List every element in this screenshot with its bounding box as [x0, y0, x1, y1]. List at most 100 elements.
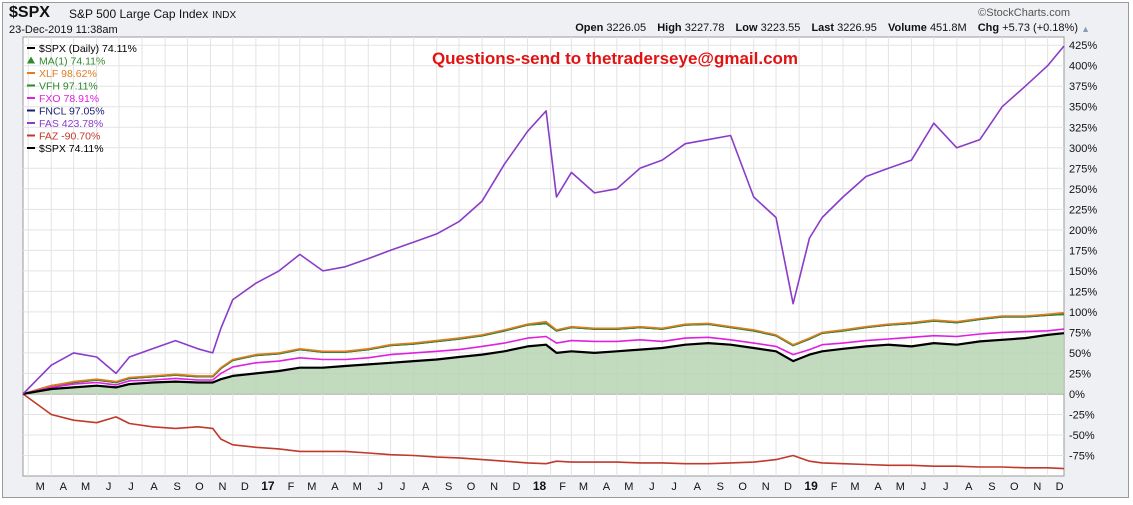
x-tick-label: A — [874, 481, 882, 493]
annotation-text: Questions-send to thetraderseye@gmail.co… — [432, 49, 798, 68]
y-tick-label: -50% — [1069, 430, 1095, 442]
high-value: 3227.78 — [684, 22, 725, 34]
y-tick-label: 25% — [1069, 368, 1091, 380]
y-tick-label: 225% — [1069, 204, 1097, 216]
x-tick-label: M — [36, 481, 45, 493]
x-tick-label: S — [717, 481, 724, 493]
x-tick-label: O — [738, 481, 747, 493]
y-tick-label: 75% — [1069, 327, 1091, 339]
y-tick-label: 375% — [1069, 81, 1097, 93]
x-tick-label: J — [649, 481, 655, 493]
x-tick-label: 19 — [804, 479, 818, 493]
y-tick-label: -75% — [1069, 450, 1095, 462]
legend-entry-vfh: VFH 97.11% — [39, 81, 98, 93]
index-name-text: S&P 500 Large Cap Index — [69, 7, 209, 21]
volume-value: 451.8M — [929, 22, 967, 34]
low-value: 3223.55 — [760, 22, 801, 34]
x-tick-label: D — [241, 481, 249, 493]
spx-area-fill — [23, 333, 1064, 394]
y-tick-label: 100% — [1069, 307, 1097, 319]
x-tick-label: A — [331, 481, 339, 493]
x-tick-label: J — [106, 481, 112, 493]
x-tick-label: A — [603, 481, 611, 493]
x-tick-label: N — [219, 481, 227, 493]
y-tick-label: 325% — [1069, 122, 1097, 134]
spx-area — [23, 333, 1064, 394]
x-tick-label: J — [671, 481, 677, 493]
x-tick-label: O — [1010, 481, 1019, 493]
legend-triangle-icon — [27, 56, 35, 64]
exchange: INDX — [212, 10, 237, 21]
legend-entry-spx2: $SPX 74.11% — [39, 143, 104, 155]
legend-entry-spx: $SPX (Daily) 74.11% — [39, 43, 137, 55]
legend-entry-faz: FAZ -90.70% — [39, 131, 100, 143]
x-tick-label: J — [128, 481, 134, 493]
x-tick-label: D — [1056, 481, 1064, 493]
y-tick-label: -25% — [1069, 409, 1095, 421]
grid — [23, 37, 1064, 476]
x-tick-label: 18 — [533, 479, 547, 493]
x-tick-label: A — [150, 481, 158, 493]
y-tick-label: 50% — [1069, 348, 1091, 360]
low-label: Low — [735, 22, 758, 34]
x-tick-label: D — [784, 481, 792, 493]
legend-entry-fas: FAS 423.78% — [39, 118, 103, 130]
high-label: High — [657, 22, 682, 34]
index-name: S&P 500 Large Cap Index INDX — [69, 7, 236, 21]
x-tick-label: J — [943, 481, 949, 493]
y-tick-label: 200% — [1069, 225, 1097, 237]
x-tick-label: O — [195, 481, 204, 493]
y-tick-label: 425% — [1069, 40, 1097, 52]
y-tick-label: 125% — [1069, 286, 1097, 298]
last-value: 3226.95 — [837, 22, 877, 34]
x-tick-label: N — [490, 481, 498, 493]
x-tick-label: J — [400, 481, 406, 493]
x-tick-label: F — [559, 481, 566, 493]
x-tick-label: M — [850, 481, 859, 493]
last-label: Last — [811, 22, 835, 34]
x-tick-label: M — [579, 481, 588, 493]
legend-entry-fxo: FXO 78.91% — [39, 93, 99, 105]
x-tick-label: A — [60, 481, 68, 493]
x-tick-label: 17 — [261, 479, 275, 493]
x-tick-label: N — [1033, 481, 1041, 493]
x-tick-label: A — [965, 481, 973, 493]
y-axis: 425% 400% 375% 350% 325% 300% 275% 250% 225% 200%… — [1069, 40, 1097, 462]
y-tick-label: 350% — [1069, 102, 1097, 114]
x-tick-label: S — [445, 481, 452, 493]
x-tick-label: A — [694, 481, 702, 493]
x-tick-label: D — [512, 481, 520, 493]
x-tick-label: N — [762, 481, 770, 493]
y-tick-label: 275% — [1069, 163, 1097, 175]
volume-label: Volume — [887, 22, 927, 34]
x-tick-label: J — [921, 481, 927, 493]
x-tick-label: M — [896, 481, 905, 493]
x-tick-label: S — [173, 481, 180, 493]
x-tick-label: S — [988, 481, 995, 493]
y-tick-label: 175% — [1069, 245, 1097, 257]
chart-datetime: 23-Dec-2019 11:38am — [9, 24, 118, 36]
x-tick-label: M — [353, 481, 362, 493]
x-tick-label: O — [467, 481, 476, 493]
chg-value: +5.73 (+0.18%) — [1002, 22, 1078, 34]
x-tick-label: F — [831, 481, 838, 493]
y-tick-label: 300% — [1069, 143, 1097, 155]
symbol: $SPX — [9, 4, 50, 21]
y-tick-label: 0% — [1069, 389, 1085, 401]
legend: $SPX (Daily) 74.11%MA(1) 74.11%XLF 98.62… — [27, 43, 137, 155]
x-tick-label: J — [378, 481, 384, 493]
plot-area — [22, 36, 1065, 477]
series-lines — [22, 45, 1065, 470]
x-tick-label: M — [81, 481, 90, 493]
y-tick-label: 250% — [1069, 184, 1097, 196]
up-triangle-icon[interactable]: ▲ — [1081, 24, 1090, 34]
y-tick-label: 150% — [1069, 266, 1097, 278]
x-tick-label: M — [624, 481, 633, 493]
x-tick-label: F — [288, 481, 295, 493]
y-tick-label: 400% — [1069, 61, 1097, 73]
chg-label: Chg — [977, 22, 1000, 34]
legend-entry-xlf: XLF 98.62% — [39, 68, 97, 80]
open-value: 3226.05 — [606, 22, 647, 34]
open-label: Open — [575, 22, 604, 34]
